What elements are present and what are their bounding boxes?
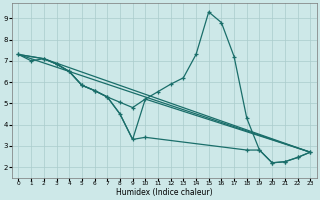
- X-axis label: Humidex (Indice chaleur): Humidex (Indice chaleur): [116, 188, 213, 197]
